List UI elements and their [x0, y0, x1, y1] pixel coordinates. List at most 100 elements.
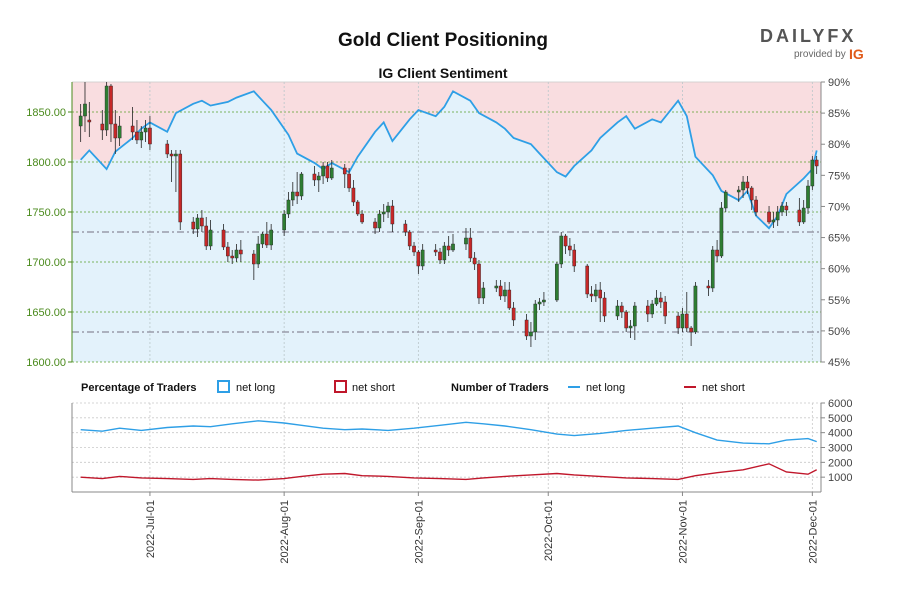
candle-body	[291, 191, 295, 201]
candle-body	[503, 289, 507, 297]
pct-tick-label: 75%	[828, 170, 850, 182]
price-tick-label: 1850.00	[26, 107, 66, 119]
candle-body	[407, 231, 412, 247]
candle	[178, 150, 183, 230]
candle	[537, 298, 542, 310]
candle	[174, 150, 178, 192]
candle-body	[676, 315, 680, 329]
candle	[814, 156, 819, 174]
date-tick-label: 2022-Jul-01	[145, 500, 157, 558]
candle-body	[416, 251, 421, 267]
candle	[503, 282, 507, 302]
candle-body	[282, 213, 286, 231]
candle-body	[529, 331, 533, 337]
candle-body	[620, 305, 624, 313]
candle	[377, 210, 382, 232]
candle-body	[221, 229, 226, 248]
candle	[719, 202, 724, 258]
traders-tick-label: 6000	[828, 398, 852, 410]
candle-body	[477, 263, 481, 299]
candle-body	[200, 217, 204, 227]
candle	[650, 300, 654, 318]
candle-body	[87, 119, 92, 123]
candle	[533, 300, 538, 340]
candle-body	[191, 221, 196, 230]
candle	[559, 232, 564, 268]
traders-tick-label: 1000	[828, 472, 852, 484]
candle-body	[646, 305, 650, 315]
candle-body	[295, 191, 299, 197]
candle	[745, 176, 750, 194]
candle	[624, 310, 628, 332]
candle	[507, 282, 512, 310]
traders-tick-label: 5000	[828, 413, 852, 425]
candle-body	[633, 305, 637, 327]
candle-body	[451, 243, 455, 251]
net-long-pct-series	[80, 90, 818, 230]
candle-body	[403, 223, 408, 233]
candle-body	[381, 211, 386, 215]
candle-body	[351, 187, 356, 203]
candle-body	[312, 173, 317, 181]
candlesticks	[78, 82, 819, 347]
candle	[256, 236, 260, 268]
candle	[104, 82, 109, 136]
candle-body	[706, 285, 711, 289]
candle	[615, 300, 620, 320]
candle-body	[360, 213, 364, 223]
candle-body	[83, 103, 87, 117]
candle-body	[446, 245, 451, 251]
candle	[563, 234, 568, 254]
candle	[801, 200, 806, 224]
candle	[715, 240, 719, 262]
candle-body	[767, 211, 771, 223]
pct-tick-label: 80%	[828, 139, 850, 151]
candle-body	[494, 285, 499, 289]
candle	[100, 110, 105, 140]
candle	[810, 156, 815, 190]
date-tick-label: 2022-Aug-01	[279, 500, 291, 564]
candle	[204, 217, 209, 250]
candle	[239, 240, 243, 262]
candle	[342, 164, 347, 188]
candle	[87, 102, 92, 137]
candle-body	[139, 131, 144, 141]
candle-body	[559, 235, 564, 265]
traders-tick-label: 3000	[828, 443, 852, 455]
traders-net-long-line	[80, 420, 817, 445]
candle	[230, 250, 234, 264]
pct-tick-label: 50%	[828, 326, 850, 338]
legend-pct-short-swatch	[334, 380, 347, 393]
chart-title: Gold Client Positioning	[338, 30, 548, 51]
candle	[446, 236, 451, 256]
candle	[282, 210, 286, 236]
candle-body	[754, 199, 758, 213]
candle-body	[265, 233, 269, 246]
reference-lines	[72, 231, 821, 333]
candle-body	[715, 249, 719, 257]
candle-body	[113, 123, 118, 139]
candle-body	[689, 327, 693, 333]
candle-body	[100, 123, 105, 131]
candle-body	[390, 205, 395, 225]
candle	[784, 202, 789, 216]
candle	[598, 282, 602, 322]
candle	[113, 110, 118, 154]
candle-body	[806, 185, 810, 209]
candle-body	[355, 201, 360, 215]
candle	[477, 260, 481, 304]
candle-body	[602, 297, 607, 317]
candle-body	[663, 301, 667, 317]
candle	[403, 220, 408, 236]
candle-body	[615, 305, 620, 317]
candle-body	[78, 115, 83, 127]
candle-body	[594, 289, 598, 297]
candle-body	[693, 285, 698, 333]
candle-body	[533, 303, 538, 333]
candle-body	[810, 159, 815, 187]
candle	[83, 82, 87, 132]
candle	[524, 314, 529, 340]
candle	[139, 126, 144, 148]
date-tick-label: 2022-Dec-01	[807, 500, 819, 564]
candle	[620, 302, 624, 318]
